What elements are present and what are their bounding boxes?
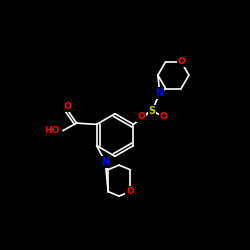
Text: O: O <box>64 102 72 112</box>
Text: O: O <box>177 57 185 66</box>
Text: O: O <box>160 112 167 122</box>
Text: O: O <box>126 187 134 196</box>
Text: S: S <box>148 106 156 116</box>
Text: HO: HO <box>44 126 59 135</box>
Text: O: O <box>137 112 145 122</box>
Text: N: N <box>101 157 110 167</box>
Text: N: N <box>156 88 164 98</box>
